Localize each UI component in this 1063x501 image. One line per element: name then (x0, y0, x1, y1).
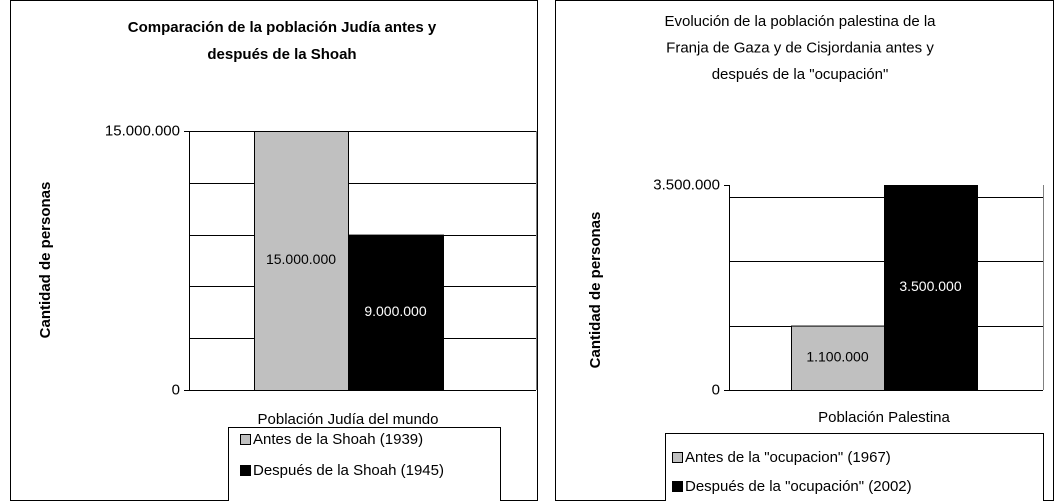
y-tick-label: 0 (712, 381, 720, 398)
y-axis-label: Cantidad de personas (37, 182, 54, 339)
value-label-bg (793, 346, 882, 369)
legend (228, 427, 501, 501)
value-label-bg (351, 301, 440, 324)
chart-title: Evolución de la población palestina de l… (664, 13, 936, 30)
legend-swatch (240, 434, 251, 445)
value-label: 15.000.000 (266, 251, 336, 267)
chart-title: Comparación de la población Judía antes … (128, 19, 437, 36)
value-label: 3.500.000 (899, 278, 961, 294)
y-axis-label: Cantidad de personas (587, 212, 604, 369)
value-label-bg (257, 249, 345, 272)
legend-label: Antes de la "ocupacion" (1967) (685, 449, 891, 466)
x-tick-label: Población Judía del mundo (258, 411, 439, 428)
value-label: 1.100.000 (806, 348, 868, 364)
chart-title: después de la Shoah (207, 46, 356, 63)
y-tick-label: 3.500.000 (653, 176, 720, 193)
legend-swatch (240, 465, 251, 476)
legend-swatch (672, 481, 683, 492)
legend (665, 433, 1044, 501)
legend-label: Después de la "ocupación" (2002) (685, 478, 912, 495)
legend-swatch (672, 452, 683, 463)
legend-label: Después de la Shoah (1945) (253, 462, 444, 479)
chart-title: después de la "ocupación" (712, 66, 889, 83)
y-tick-label: 0 (172, 381, 180, 398)
value-label: 9.000.000 (364, 303, 426, 319)
value-label-bg (886, 276, 975, 299)
x-tick-label: Población Palestina (818, 409, 950, 426)
y-tick-label: 15.000.000 (105, 122, 180, 139)
chart-title: Franja de Gaza y de Cisjordania antes y (666, 39, 934, 56)
legend-label: Antes de la Shoah (1939) (253, 431, 423, 448)
